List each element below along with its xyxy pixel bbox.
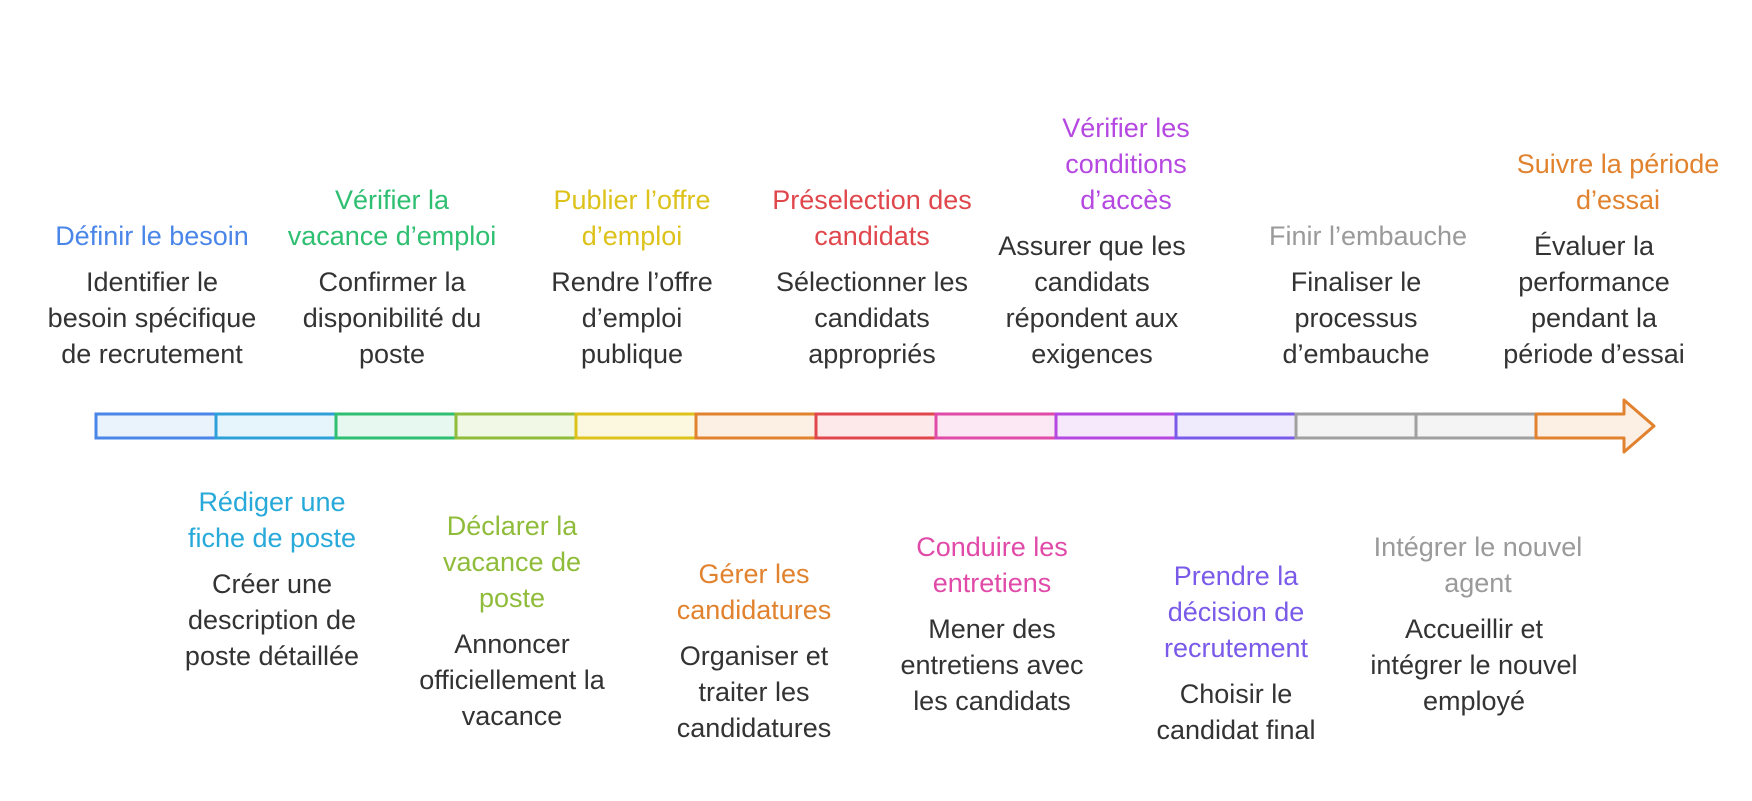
step-1: Définir le besoin Identifier le besoin sp… [47, 218, 257, 372]
step-description: Organiser et traiter les candidatures [676, 641, 832, 743]
timeline-segment-1 [94, 412, 218, 440]
step-description: Rendre l’offre d’emploi publique [551, 267, 713, 369]
timeline-segment-8 [934, 412, 1058, 440]
step-7: Préselection des candidats Sélectionner l… [767, 182, 977, 372]
step-3: Vérifier la vacance d’emploi Confirmer la… [287, 182, 497, 372]
step-2: Rédiger une fiche de poste Créer une desc… [167, 484, 377, 674]
step-description: Annoncer officiellement la vacance [419, 629, 605, 731]
timeline-segment-4 [454, 412, 578, 440]
step-title: Intégrer le nouvel agent [1373, 532, 1583, 598]
timeline-segment-7 [814, 412, 938, 440]
timeline-segment-9 [1054, 412, 1178, 440]
step-title: Gérer les candidatures [676, 559, 832, 625]
step-title: Déclarer la vacance de poste [442, 511, 582, 613]
step-12: Intégrer le nouvel agent Accueillir et in… [1369, 529, 1582, 719]
timeline-segment-3 [334, 412, 458, 440]
step-description: Sélectionner les candidats appropriés [775, 267, 969, 369]
step-description: Finaliser le processus d’embauche [1282, 267, 1430, 369]
timeline-segment-2 [214, 412, 338, 440]
timeline-arrow-head [1534, 398, 1656, 454]
step-6: Gérer les candidatures Organiser et trait… [649, 556, 859, 746]
step-11: Finir l’embauche Finaliser le processus d… [1251, 218, 1467, 372]
step-title: Vérifier les conditions d’accès [1062, 113, 1190, 215]
step-5: Publier l’offre d’emploi Rendre l’offre d… [527, 182, 737, 372]
step-title: Rédiger une fiche de poste [187, 487, 357, 553]
step-description: Confirmer la disponibilité du poste [302, 267, 482, 369]
step-description: Créer une description de poste détaillée [184, 569, 360, 671]
step-description: Identifier le besoin spécifique de recru… [47, 267, 257, 369]
step-description: Mener des entretiens avec les candidats [900, 614, 1084, 716]
timeline-segment-5 [574, 412, 698, 440]
step-title: Vérifier la vacance d’emploi [287, 185, 497, 251]
step-title: Conduire les entretiens [916, 532, 1068, 598]
timeline-segment-11 [1294, 412, 1418, 440]
step-title: Suivre la période d’essai [1516, 149, 1720, 215]
step-description: Choisir le candidat final [1156, 679, 1316, 745]
step-title: Finir l’embauche [1268, 221, 1468, 251]
step-title: Publier l’offre d’emploi [553, 185, 711, 251]
step-title: Prendre la décision de recrutement [1163, 561, 1309, 663]
step-description: Évaluer la performance pendant la périod… [1503, 231, 1685, 369]
timeline-segment-6 [694, 412, 818, 440]
timeline-segment-10 [1174, 412, 1298, 440]
step-10: Prendre la décision de recrutement Choisi… [1131, 558, 1341, 748]
step-13: Suivre la période d’essai Évaluer la perf… [1489, 146, 1719, 372]
step-8: Conduire les entretiens Mener des entreti… [887, 529, 1097, 719]
timeline-segment-12 [1414, 412, 1538, 440]
step-4: Déclarer la vacance de poste Annoncer off… [407, 508, 617, 734]
step-description: Accueillir et intégrer le nouvel employé [1370, 614, 1578, 716]
step-title: Définir le besoin [55, 221, 249, 251]
step-description: Assurer que les candidats répondent aux … [998, 231, 1186, 369]
step-9: Vérifier les conditions d’accès Assurer q… [987, 110, 1197, 372]
step-title: Préselection des candidats [772, 185, 972, 251]
